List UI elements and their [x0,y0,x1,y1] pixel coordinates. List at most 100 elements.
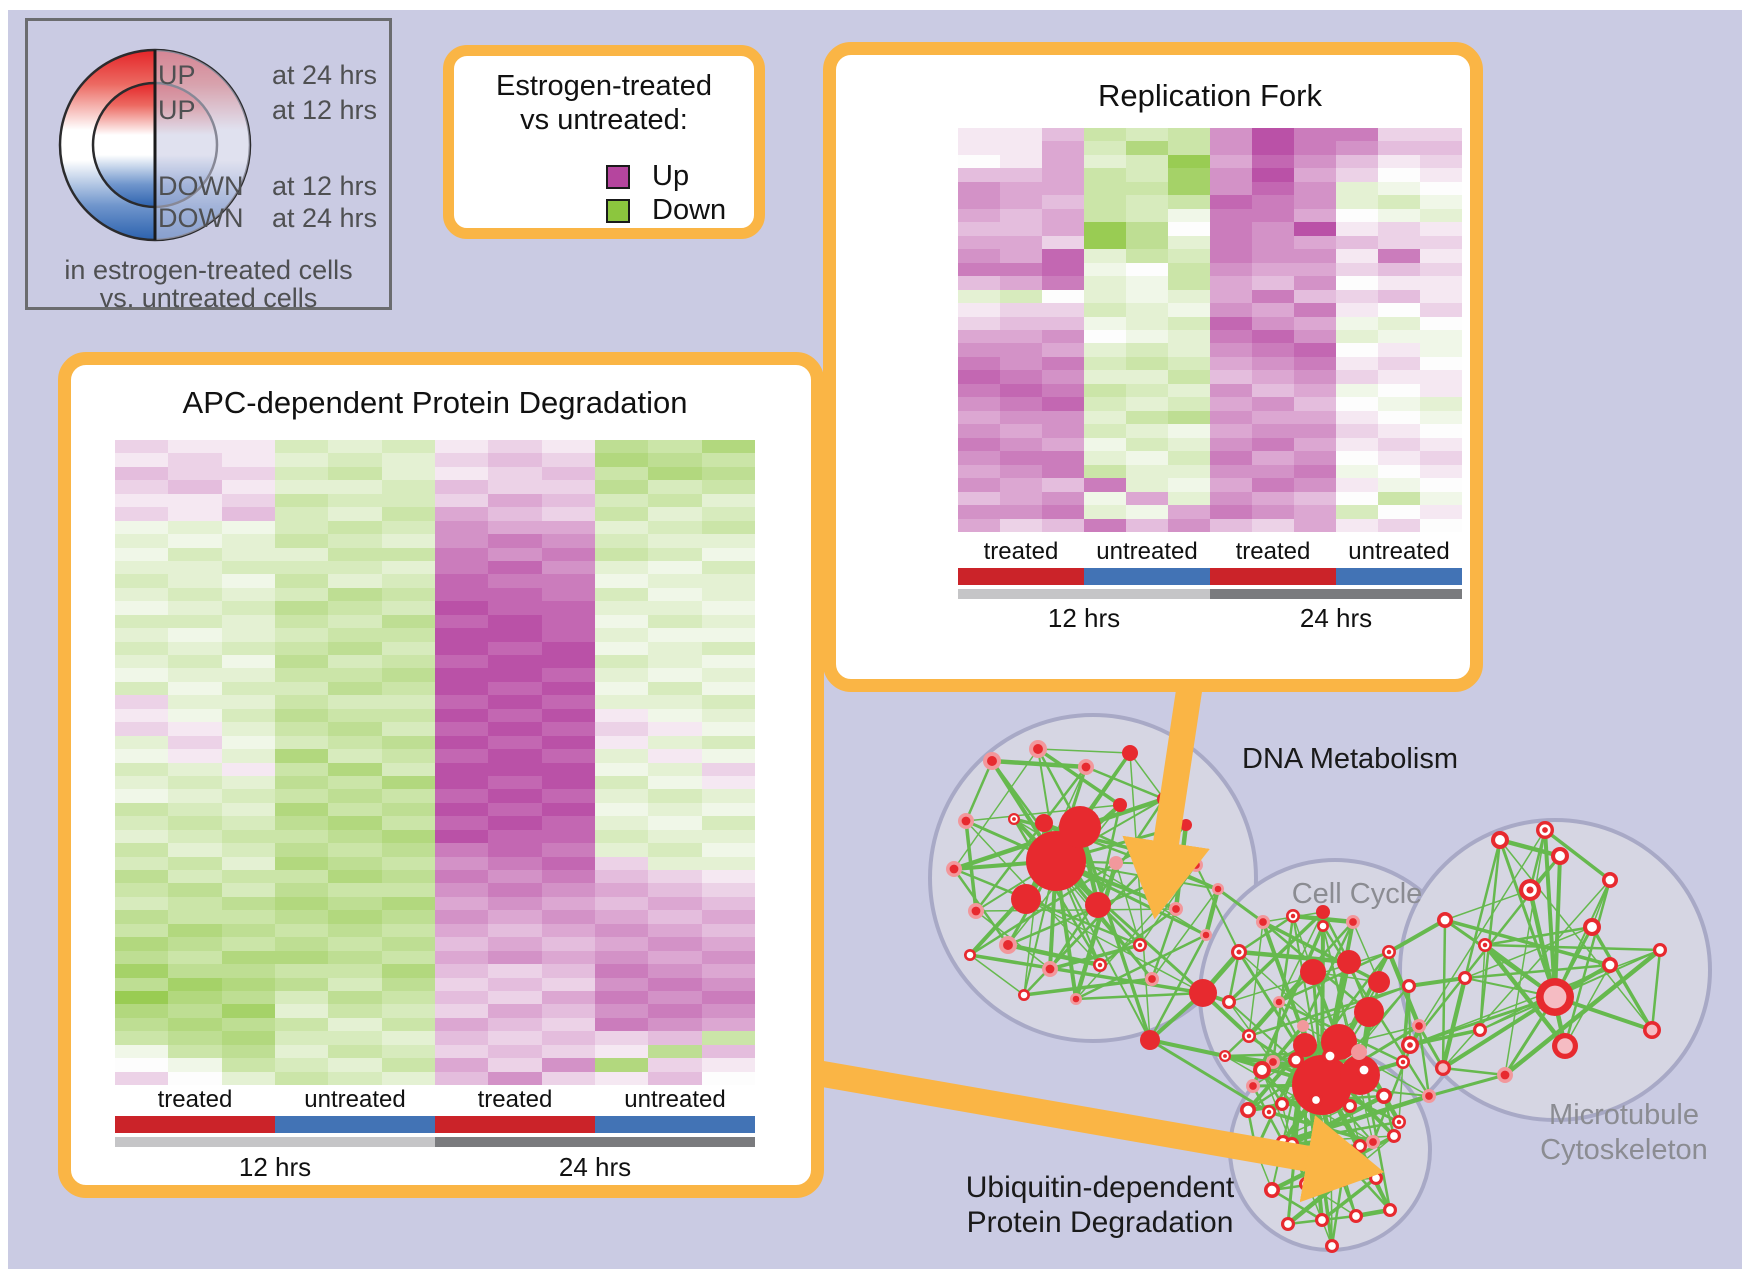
heatmap-cell [274,493,329,508]
heatmap-cell [1252,249,1294,263]
heatmap-cell [1336,276,1378,290]
heatmap-cell [434,789,489,803]
heatmap-cell [221,843,275,857]
heatmap-cell [434,883,489,897]
heatmap-cell [168,816,222,830]
network-edge [1554,949,1661,998]
heatmap-cell [541,937,595,951]
heatmap-cell [1294,222,1336,236]
heatmap-cell [1210,208,1252,223]
heatmap-cell [274,816,329,830]
ring-legend-caption-line2: vs. untreated cells [99,283,318,313]
heatmap-cell [115,735,169,750]
network-edge [1554,879,1611,998]
heatmap-cell [274,534,329,548]
gene-node-halo-core [1275,998,1283,1006]
heatmap-cell [381,829,435,844]
heatmap-cell [594,587,649,602]
heatmap-cell [648,950,702,965]
heatmap-cell [1378,181,1420,196]
heatmap-cell [1420,208,1462,223]
heatmap-cell [1378,424,1420,438]
heatmap-cell [381,440,435,454]
heatmap-cell [594,722,649,736]
heatmap-cell [381,466,435,481]
heatmap-cell [488,507,542,521]
heatmap-cell [488,749,542,763]
heatmap-cell [221,681,275,696]
heatmap-cell [958,276,1000,290]
heatmap-cell [381,856,435,870]
heatmap-cell [1042,303,1084,317]
heatmap-cell [958,356,1000,371]
heatmap-cell [1126,316,1168,330]
heatmap-cell [434,762,489,776]
heatmap-cell [488,641,542,655]
heatmap-cell [701,883,755,897]
heatmap-cell [274,950,329,965]
heatmap-cell [1168,343,1210,357]
heatmap-cell [1336,343,1378,357]
heatmap-cell [1336,316,1378,330]
heatmap-cell [958,478,1000,492]
heatmap-cell [594,614,649,629]
heatmap-cell [594,466,649,481]
gene-node-halo-core [949,864,959,874]
heatmap-cell [701,1044,755,1059]
heatmap-cell [958,370,1000,384]
heatmap-cell [1084,262,1126,277]
color-legend-title-line2: vs untreated: [520,104,688,136]
heatmap-cell [1000,316,1042,330]
heatmap-cell [594,802,649,817]
heatmap-cell [541,964,595,978]
heatmap-cell [221,977,275,991]
heatmap-cell [701,1017,755,1032]
heatmap-cell [488,883,542,897]
heatmap-cell [168,574,222,588]
heatmap-cell [1378,491,1420,506]
heatmap-cell [221,493,275,508]
heatmap-cell [434,749,489,763]
heatmap-cell [381,722,435,736]
heatmap-cell [1000,464,1042,479]
heatmap-cell [1126,262,1168,277]
heatmap-cell [1336,356,1378,371]
network-edge [1499,839,1653,1031]
heatmap-cell [328,1004,382,1018]
heatmap-cell [1210,491,1252,506]
heatmap-cell [1168,410,1210,425]
heatmap-cell [381,547,435,561]
heatmap-cell [1252,383,1294,398]
heatmap-cell [115,843,169,857]
heatmap-cell [328,802,382,817]
heatmap-cell [1042,356,1084,371]
heatmap-cell [701,480,755,494]
heatmap-cell [594,655,649,669]
heatmap-cell [274,937,329,951]
heatmap-cell [328,1071,382,1085]
heatmap-cell [648,440,702,454]
heatmap-cell [541,843,595,857]
heatmap-cell [541,883,595,897]
heatmap-cell [541,722,595,736]
heatmap-cell [488,1071,542,1085]
heatmap-cell [594,493,649,508]
heatmap-cell [594,910,649,924]
heatmap-cell [1168,356,1210,371]
heatmap-cell [221,883,275,897]
gene-node-halo-core [1415,1022,1423,1030]
heatmap-cell [958,249,1000,263]
heatmap-cell [701,1071,755,1085]
heatmap-cell [648,695,702,709]
heatmap-cell [221,990,275,1005]
heatmap-cell [274,601,329,615]
replication-fork-panel: Replication Fork treated untreated treated… [823,42,1483,692]
heatmap-cell [541,614,595,629]
heatmap-cell [115,856,169,870]
heatmap-cell [648,466,702,481]
heatmap-cell [488,587,542,602]
heatmap-cell [328,695,382,709]
heatmap-cell [488,668,542,682]
ring-legend-caption-line1: in estrogen-treated cells [64,255,353,285]
heatmap-cell [648,453,702,467]
